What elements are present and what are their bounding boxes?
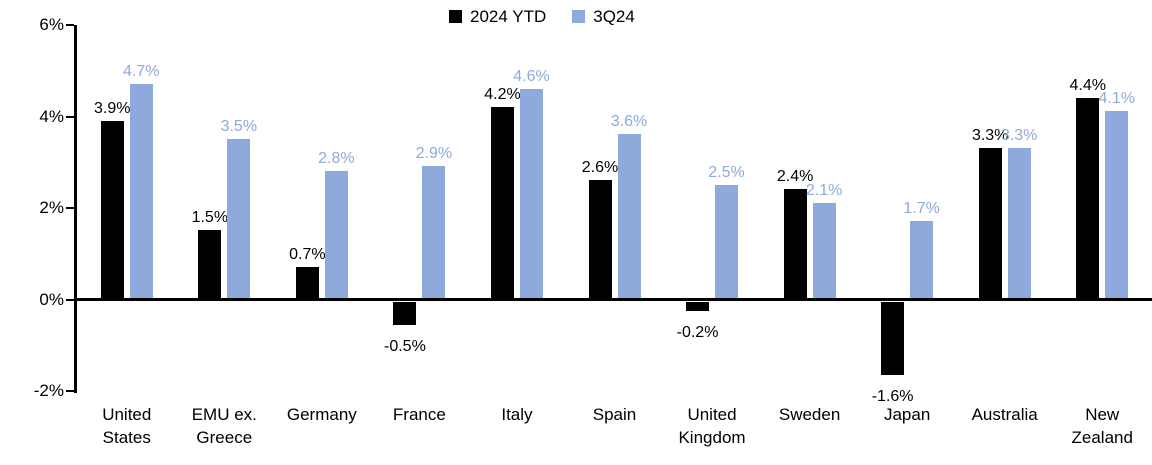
- y-axis-tick-label: 2%: [39, 198, 64, 217]
- bar-3q24: [1007, 148, 1031, 299]
- legend-swatch-2024-ytd: [449, 10, 462, 23]
- legend-label-3q24: 3Q24: [593, 7, 635, 26]
- y-axis-tick: [66, 24, 74, 26]
- bar-3q24: [519, 88, 543, 299]
- x-axis-line: [74, 298, 1152, 301]
- bar-value-label: 2.8%: [318, 149, 355, 167]
- legend-label-2024-ytd: 2024 YTD: [470, 7, 547, 26]
- bar-value-label: 3.5%: [220, 117, 258, 135]
- y-axis-tick: [66, 390, 74, 392]
- legend-item-3q24: 3Q24: [572, 7, 635, 26]
- bar-3q24: [715, 184, 739, 299]
- legend: 2024 YTD 3Q24: [449, 7, 635, 26]
- y-axis-tick: [66, 115, 74, 118]
- x-axis-category-label: Germany: [286, 405, 357, 424]
- bar-3q24: [617, 134, 641, 299]
- bar-value-label: 1.5%: [191, 209, 229, 227]
- y-axis-line: [74, 25, 77, 393]
- bar-2024-ytd: [881, 302, 905, 376]
- y-axis-tick-label: 6%: [39, 15, 64, 34]
- bar-value-label: -1.6%: [871, 388, 914, 406]
- x-axis-category-label: United Kingdom: [678, 405, 746, 447]
- x-axis-category-label: New Zealand: [1071, 405, 1133, 447]
- bar-value-label: 2.4%: [776, 168, 814, 186]
- bar-value-label: 3.6%: [610, 113, 648, 131]
- plot-area: 3.9% 4.7% 1.5% 3.5% 0.7% 2.8% -0.5% 2.9% 4.2% 4.6…: [78, 25, 1151, 405]
- bar-3q24: [812, 202, 836, 299]
- bar-3q24: [910, 221, 934, 299]
- legend-item-2024-ytd: 2024 YTD: [449, 7, 546, 26]
- bar-value-label: -0.5%: [384, 337, 426, 355]
- bar-3q24: [227, 138, 251, 299]
- bar-3q24: [1105, 111, 1129, 299]
- bar-2024-ytd: [295, 266, 319, 299]
- bar-3q24: [422, 166, 446, 299]
- y-axis-tick-label: 0%: [39, 289, 64, 309]
- y-axis-tick-label: 4%: [39, 106, 64, 126]
- y-axis-tick: [66, 298, 74, 301]
- x-axis-category-label: Sweden: [778, 405, 841, 424]
- bar-value-label: 4.1%: [1098, 90, 1135, 108]
- bar-value-label: 0.7%: [289, 245, 326, 263]
- bar-value-label: 2.1%: [805, 181, 843, 199]
- bar-3q24: [129, 83, 153, 299]
- bar-value-label: 3.3%: [1000, 127, 1038, 145]
- bar-value-label: 4.6%: [513, 67, 550, 85]
- bar-value-label: 1.7%: [903, 200, 940, 218]
- y-axis-tick-label: -2%: [33, 381, 64, 400]
- bar-value-label: 3.3%: [971, 127, 1009, 145]
- x-axis-category-label: United States: [102, 405, 152, 447]
- x-axis-category-label: France: [392, 405, 446, 424]
- bar-value-label: 2.6%: [581, 159, 619, 177]
- y-axis-tick: [66, 207, 74, 209]
- bar-2024-ytd: [686, 302, 710, 312]
- legend-swatch-3q24: [572, 10, 586, 23]
- bar-2024-ytd: [783, 189, 807, 299]
- x-axis-category-label: EMU ex. Greece: [191, 405, 257, 447]
- bar-2024-ytd: [393, 302, 417, 325]
- x-axis-category-label: Spain: [592, 405, 637, 424]
- bar-value-label: 4.4%: [1069, 76, 1106, 94]
- bar-2024-ytd: [1076, 97, 1100, 299]
- bar-value-label: 4.7%: [123, 62, 160, 80]
- bar-2024-ytd: [490, 106, 514, 299]
- x-axis-category-label: Italy: [501, 405, 533, 424]
- bar-2024-ytd: [198, 230, 222, 299]
- bar-value-label: 4.2%: [484, 85, 521, 103]
- bar-value-label: 2.5%: [708, 163, 745, 181]
- x-axis-category-label: Japan: [883, 405, 931, 424]
- x-axis-labels: United States EMU ex. Greece Germany France…: [78, 403, 1151, 463]
- bar-2024-ytd: [588, 180, 612, 299]
- bar-2024-ytd: [100, 120, 124, 299]
- bar-3q24: [324, 170, 348, 299]
- bar-value-label: 3.9%: [94, 99, 131, 117]
- bar-value-label: -0.2%: [676, 324, 719, 342]
- bar-2024-ytd: [978, 148, 1002, 299]
- x-axis-category-label: Australia: [971, 405, 1038, 424]
- bar-value-label: 2.9%: [415, 145, 453, 163]
